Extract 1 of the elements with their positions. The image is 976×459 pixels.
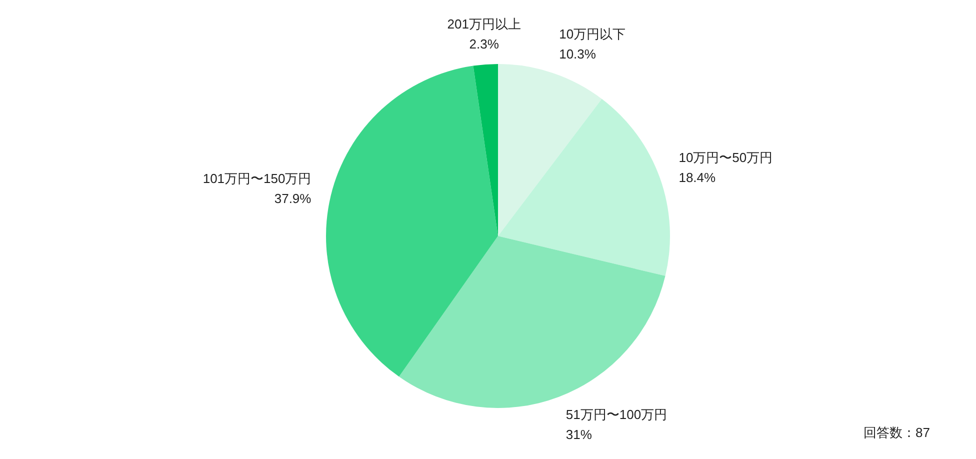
- annotation: 回答数：87: [864, 425, 930, 440]
